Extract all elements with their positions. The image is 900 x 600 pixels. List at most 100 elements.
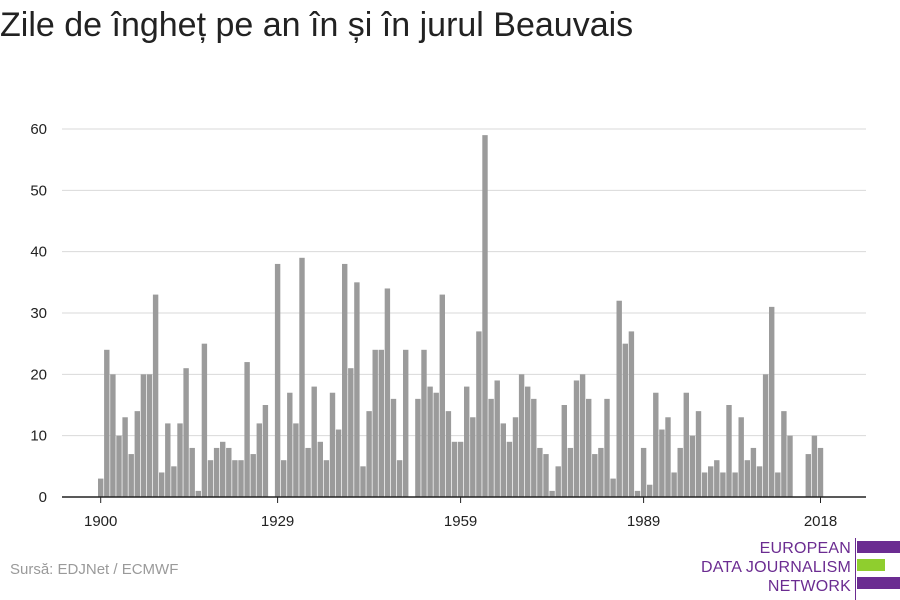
bar-2000 [708, 466, 714, 497]
bar-1916 [195, 490, 201, 497]
logo-bar-green [857, 559, 885, 571]
bar-1943 [360, 466, 366, 497]
bar-1971 [531, 398, 537, 497]
bar-1902 [110, 374, 116, 497]
bar-1977 [567, 447, 574, 497]
bar-1987 [628, 331, 635, 497]
logo-line-2: DATA JOURNALISM [701, 559, 851, 576]
bar-1905 [128, 454, 134, 497]
bar-1922 [232, 460, 238, 497]
y-tick-label-20: 20 [30, 366, 47, 383]
bar-1906 [134, 411, 140, 497]
bar-2012 [781, 411, 787, 497]
bar-1990 [647, 484, 653, 497]
bar-1992 [659, 429, 665, 497]
bar-1998 [695, 411, 702, 497]
bar-2002 [720, 472, 726, 497]
bar-1973 [543, 454, 549, 497]
bar-1937 [323, 460, 330, 497]
bar-1959 [457, 441, 464, 497]
bar-1944 [366, 411, 372, 497]
bar-1936 [317, 441, 323, 497]
bar-1961 [470, 417, 476, 497]
bar-1954 [427, 386, 433, 497]
bar-1918 [207, 460, 214, 497]
bar-1931 [287, 392, 293, 497]
bar-1957 [445, 411, 452, 497]
bar-2010 [769, 306, 775, 497]
bar-1968 [512, 417, 519, 497]
bar-1903 [116, 435, 122, 497]
bar-1935 [311, 386, 317, 497]
bar-1976 [561, 405, 567, 497]
bar-1908 [146, 374, 153, 497]
bar-1980 [586, 398, 592, 497]
bar-1953 [421, 349, 427, 497]
bar-1956 [439, 294, 445, 497]
bar-1914 [183, 368, 189, 497]
bar-1934 [305, 447, 311, 497]
bar-1911 [165, 423, 171, 497]
bar-1952 [415, 398, 421, 497]
x-tick-label-1900: 1900 [84, 513, 117, 530]
bar-1912 [171, 466, 177, 497]
bar-1925 [250, 454, 256, 497]
bar-1955 [433, 392, 439, 497]
bar-1907 [140, 374, 147, 497]
bar-1939 [335, 429, 342, 497]
logo-line-3: NETWORK [767, 578, 851, 595]
bar-1982 [598, 447, 604, 497]
bar-2016 [805, 454, 811, 497]
bar-1929 [274, 263, 281, 497]
bar-1962 [476, 331, 482, 497]
bar-1981 [592, 454, 598, 497]
bar-1920 [220, 441, 226, 497]
y-tick-label-40: 40 [30, 244, 47, 261]
bar-1946 [378, 349, 384, 497]
bar-1932 [293, 423, 299, 497]
bar-1997 [689, 435, 696, 497]
bar-1999 [701, 472, 708, 497]
logo-bar-purple-top [857, 541, 900, 553]
bar-1983 [604, 398, 610, 497]
bar-2005 [738, 417, 744, 497]
bar-1969 [518, 374, 525, 497]
bar-1909 [152, 294, 159, 497]
bar-2018 [817, 447, 824, 497]
bar-2009 [762, 374, 769, 497]
source-label: Sursă: EDJNet / ECMWF [10, 561, 179, 578]
bar-1919 [213, 447, 220, 497]
y-tick-label-30: 30 [30, 305, 47, 322]
bar-1996 [683, 392, 689, 497]
bar-1938 [329, 392, 336, 497]
bar-2007 [750, 447, 757, 497]
bar-2006 [744, 460, 750, 497]
bar-1923 [238, 460, 244, 497]
bar-1958 [451, 441, 458, 497]
bar-1995 [677, 447, 683, 497]
bar-1964 [488, 398, 494, 497]
y-tick-label-0: 0 [39, 489, 47, 506]
bar-2013 [787, 435, 793, 497]
bar-1965 [494, 380, 500, 497]
bar-1945 [372, 349, 378, 497]
bar-1967 [506, 441, 513, 497]
bar-2004 [732, 472, 738, 497]
logo-bar-purple-bottom [857, 577, 900, 589]
bar-1921 [226, 447, 232, 497]
chart-title: Zile de îngheț pe an în și în jurul Beau… [0, 6, 634, 44]
bar-2003 [726, 405, 732, 497]
bar-1933 [299, 257, 305, 497]
bar-1948 [390, 398, 397, 497]
bar-1917 [201, 343, 208, 497]
bar-1910 [159, 472, 165, 497]
bar-1979 [579, 374, 586, 497]
bar-1913 [177, 423, 183, 497]
bar-1930 [281, 460, 287, 497]
bar-2001 [714, 460, 720, 497]
y-tick-label-60: 60 [30, 121, 47, 138]
y-tick-label-10: 10 [30, 428, 47, 445]
bar-1926 [256, 423, 262, 497]
bar-1940 [342, 263, 348, 497]
bar-1975 [555, 466, 561, 497]
